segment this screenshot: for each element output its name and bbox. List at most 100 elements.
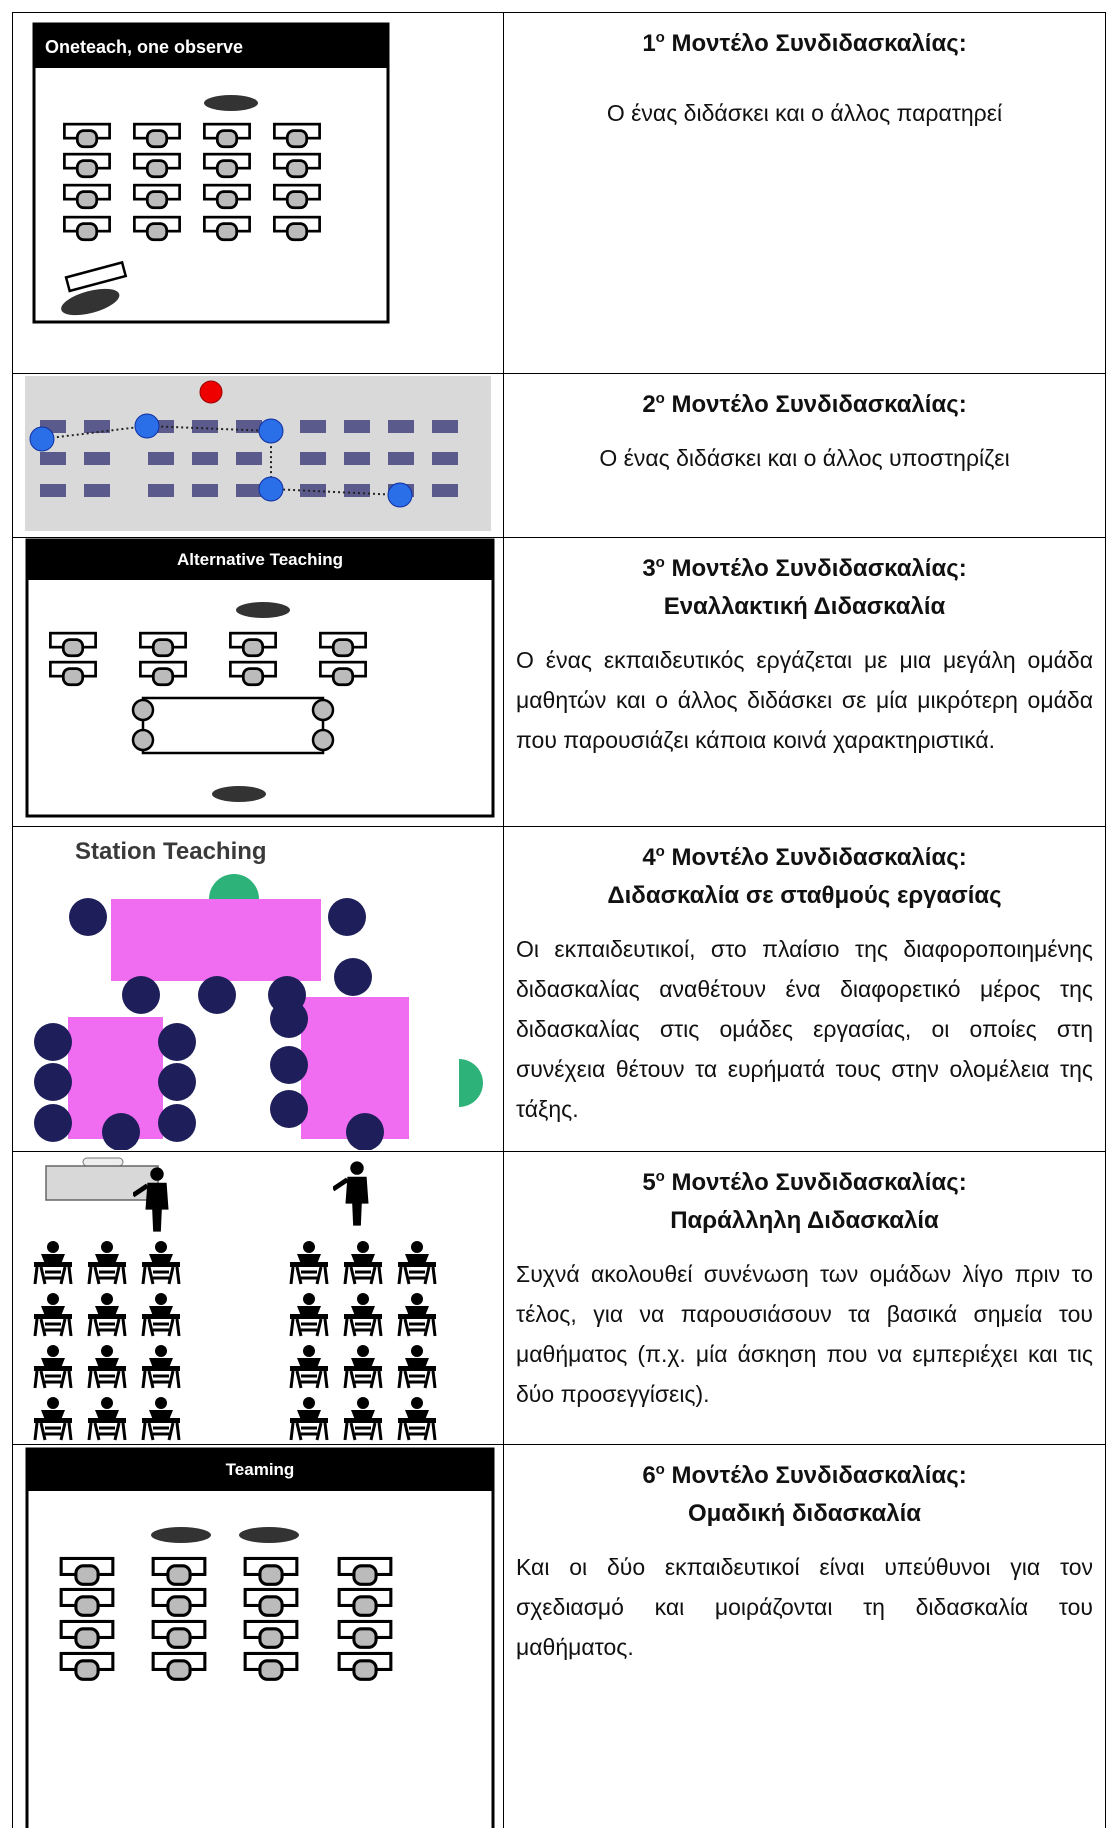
- image-label: Station Teaching: [75, 838, 267, 865]
- student: [86, 1344, 128, 1390]
- model-number: 3: [642, 555, 656, 582]
- desk: [84, 420, 110, 433]
- student: [32, 1240, 74, 1286]
- student: [158, 1023, 196, 1061]
- image-label: Teaming: [226, 1460, 295, 1479]
- support-teacher: [29, 413, 413, 508]
- student: [86, 1240, 128, 1286]
- station-table: [301, 997, 409, 1139]
- image-cell: Oneteach, one observe: [12, 13, 503, 373]
- desk: [40, 452, 66, 465]
- desk: [344, 452, 370, 465]
- student: [288, 1292, 330, 1338]
- student: [32, 1292, 74, 1338]
- student: [122, 976, 160, 1014]
- heading-text: Μοντέλο Συνδιδασκαλίας:: [671, 555, 967, 582]
- classroom-diagram: [32, 1157, 438, 1442]
- teacher: [236, 602, 290, 618]
- student: [34, 1023, 72, 1061]
- student: [86, 1396, 128, 1442]
- classroom-diagram: [25, 376, 491, 531]
- ordinal: ο: [655, 554, 665, 571]
- students: [34, 898, 384, 1150]
- model-number: 1: [642, 30, 656, 57]
- desk: [40, 484, 66, 497]
- student: [288, 1396, 330, 1442]
- description: Συχνά ακολουθεί συνένωση των ομάδων λίγο…: [516, 1261, 1093, 1407]
- board-tab: [82, 1157, 124, 1167]
- image-cell: [12, 1152, 503, 1444]
- heading: 2ο Μοντέλο Συνδιδασκαλίας:: [516, 380, 1093, 424]
- subheading: Ομαδική διδασκαλία: [687, 1500, 922, 1527]
- desk: [432, 484, 458, 497]
- desk: [344, 420, 370, 433]
- image-label: Alternative Teaching: [177, 550, 343, 569]
- heading-text: Μοντέλο Συνδιδασκαλίας:: [671, 30, 967, 57]
- student: [34, 1063, 72, 1101]
- classroom-diagram: Teaming: [25, 1447, 495, 1828]
- image-cell: [12, 374, 503, 537]
- subheading: Εναλλακτική Διδασκαλία: [663, 593, 946, 620]
- text-cell: 2ο Μοντέλο Συνδιδασκαλίας: Ο ένας διδάσκ…: [503, 374, 1106, 537]
- image-cell: Alternative Teaching: [12, 538, 503, 826]
- desk: [432, 420, 458, 433]
- student: [342, 1292, 384, 1338]
- table-row: 2ο Μοντέλο Συνδιδασκαλίας: Ο ένας διδάσκ…: [12, 373, 1106, 537]
- student: [270, 1000, 308, 1038]
- desk: [300, 452, 326, 465]
- ordinal: ο: [655, 29, 665, 46]
- dot: [258, 418, 284, 444]
- student: [342, 1396, 384, 1442]
- teacher: [239, 1527, 299, 1543]
- student: [270, 1046, 308, 1084]
- description: Και οι δύο εκπαιδευτικοί είναι υπεύθυνοι…: [516, 1554, 1093, 1660]
- desk: [388, 452, 414, 465]
- student: [396, 1396, 438, 1442]
- subheading: Διδασκαλία σε σταθμούς εργασίας: [607, 882, 1002, 909]
- teacher: [151, 1527, 211, 1543]
- student: [270, 1090, 308, 1128]
- header-bar: [27, 1449, 493, 1491]
- heading-text: Μοντέλο Συνδιδασκαλίας:: [671, 391, 967, 418]
- classroom-diagram: Alternative Teaching: [25, 538, 495, 818]
- text-cell: 3ο Μοντέλο Συνδιδασκαλίας: Εναλλακτική Δ…: [503, 538, 1106, 826]
- student: [69, 898, 107, 936]
- model-number: 2: [642, 391, 656, 418]
- text-cell: 5ο Μοντέλο Συνδιδασκαλίας: Παράλληλη Διδ…: [503, 1152, 1106, 1444]
- heading: 5ο Μοντέλο Συνδιδασκαλίας:: [516, 1158, 1093, 1202]
- student: [396, 1344, 438, 1390]
- image-cell: Station Teaching: [12, 827, 503, 1151]
- heading-text: Μοντέλο Συνδιδασκαλίας:: [671, 1462, 967, 1489]
- description: Ο ένας διδάσκει και ο άλλος υποστηρίζει: [599, 445, 1010, 471]
- board: [45, 1165, 159, 1201]
- student: [396, 1240, 438, 1286]
- student: [140, 1292, 182, 1338]
- table-row: 5ο Μοντέλο Συνδιδασκαλίας: Παράλληλη Διδ…: [12, 1151, 1106, 1444]
- student: [102, 1113, 140, 1150]
- teacher: [212, 786, 266, 802]
- student: [288, 1344, 330, 1390]
- header-bar: [27, 540, 493, 580]
- dot: [258, 476, 284, 502]
- desk: [236, 452, 262, 465]
- student: [140, 1344, 182, 1390]
- ordinal: ο: [655, 1168, 665, 1185]
- heading-text: Μοντέλο Συνδιδασκαλίας:: [671, 844, 967, 871]
- subheading: Παράλληλη Διδασκαλία: [670, 1207, 939, 1234]
- heading-text: Μοντέλο Συνδιδασκαλίας:: [671, 1169, 967, 1196]
- model-number: 6: [642, 1462, 656, 1489]
- image-label: Oneteach, one observe: [45, 37, 243, 57]
- desk: [192, 420, 218, 433]
- model-number: 4: [642, 844, 656, 871]
- desk: [236, 420, 262, 433]
- student: [342, 1344, 384, 1390]
- student: [334, 958, 372, 996]
- table-row: Alternative Teaching 3ο Μοντέλο Συνδιδασ…: [12, 537, 1106, 826]
- desk: [300, 484, 326, 497]
- student: [140, 1240, 182, 1286]
- student: [342, 1240, 384, 1286]
- teacher: [199, 380, 223, 404]
- desk: [148, 484, 174, 497]
- student: [288, 1240, 330, 1286]
- description: Οι εκπαιδευτικοί, στο πλαίσιο της διαφορ…: [516, 936, 1093, 1122]
